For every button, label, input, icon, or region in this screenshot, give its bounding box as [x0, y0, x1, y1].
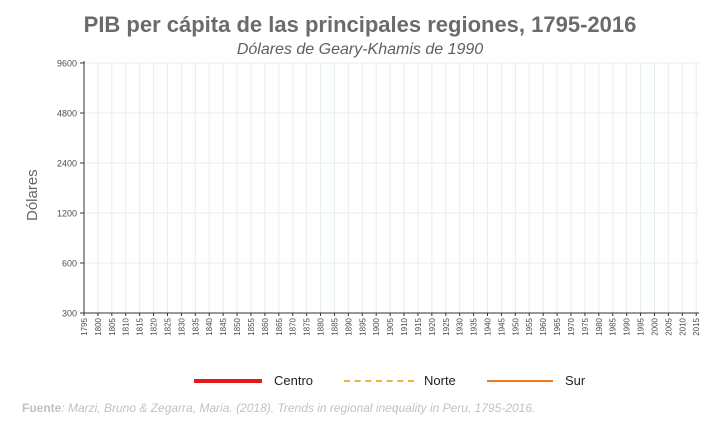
x-tick-label: 1945 [497, 317, 506, 335]
x-tick-label: 1890 [344, 317, 353, 335]
x-tick-label: 1955 [525, 317, 534, 335]
x-tick-label: 1795 [80, 317, 89, 335]
legend-label: Norte [424, 373, 456, 388]
y-tick-label: 4800 [57, 109, 77, 119]
x-tick-label: 1930 [456, 317, 465, 335]
legend-swatch-centro [194, 379, 262, 383]
y-tick-label: 2400 [57, 159, 77, 169]
x-tick-label: 1805 [108, 317, 117, 335]
x-tick-label: 2010 [678, 317, 687, 335]
x-tick-label: 1800 [94, 317, 103, 335]
x-tick-label: 2015 [692, 317, 701, 335]
legend-swatch-sur [487, 380, 553, 382]
source-label: Fuente [22, 401, 62, 415]
x-tick-label: 1970 [567, 317, 576, 335]
x-tick-label: 1935 [470, 317, 479, 335]
chart-title: PIB per cápita de las principales region… [83, 12, 637, 37]
x-tick-label: 1810 [122, 317, 131, 335]
x-tick-label: 1880 [317, 317, 326, 335]
x-tick-label: 1820 [150, 317, 159, 335]
x-tick-label: 1830 [177, 317, 186, 335]
x-tick-label: 1950 [511, 317, 520, 335]
legend-label: Sur [565, 373, 586, 388]
x-tick-label: 1845 [219, 317, 228, 335]
x-tick-label: 1865 [275, 317, 284, 335]
x-tick-label: 1915 [414, 317, 423, 335]
chart-subtitle: Dólares de Geary-Khamis de 1990 [236, 41, 484, 58]
x-tick-label: 1925 [442, 317, 451, 335]
x-tick-label: 1855 [247, 317, 256, 335]
x-tick-label: 2000 [650, 317, 659, 335]
legend-label: Centro [274, 373, 314, 388]
x-tick-label: 1885 [330, 317, 339, 335]
x-tick-label: 1815 [136, 317, 145, 335]
x-tick-label: 1875 [303, 317, 312, 335]
source-text: : Marzi, Bruno & Zegarra, Maria. (2018).… [61, 401, 536, 415]
x-tick-label: 1860 [261, 317, 270, 335]
x-tick-label: 1990 [623, 317, 632, 335]
source-note: Fuente: Marzi, Bruno & Zegarra, Maria. (… [22, 401, 535, 415]
x-tick-label: 2005 [664, 317, 673, 335]
x-tick-label: 1825 [163, 317, 172, 335]
chart-legend: Centro Norte Sur [0, 372, 720, 390]
x-tick-label: 1900 [372, 317, 381, 335]
x-tick-label: 1840 [205, 317, 214, 335]
y-tick-label: 300 [62, 309, 77, 319]
x-tick-label: 1910 [400, 317, 409, 335]
y-tick-label: 1200 [57, 209, 77, 219]
x-tick-label: 1980 [595, 317, 604, 335]
x-tick-label: 1850 [233, 317, 242, 335]
x-tick-label: 1960 [539, 317, 548, 335]
x-tick-label: 1895 [358, 317, 367, 335]
x-tick-label: 1905 [386, 317, 395, 335]
x-tick-label: 1985 [609, 317, 618, 335]
x-tick-label: 1940 [484, 317, 493, 335]
y-tick-label: 600 [62, 259, 77, 269]
x-tick-label: 1975 [581, 317, 590, 335]
x-tick-label: 1870 [289, 317, 298, 335]
x-tick-label: 1835 [191, 317, 200, 335]
x-tick-label: 1920 [428, 317, 437, 335]
legend-swatch-norte [344, 380, 414, 382]
x-tick-label: 1965 [553, 317, 562, 335]
x-tick-label: 1995 [637, 317, 646, 335]
chart-plot: 300 600 1200 2400 4800 9600 1795 1800 1805 1810 18… [57, 59, 701, 336]
y-tick-label: 9600 [57, 59, 77, 69]
